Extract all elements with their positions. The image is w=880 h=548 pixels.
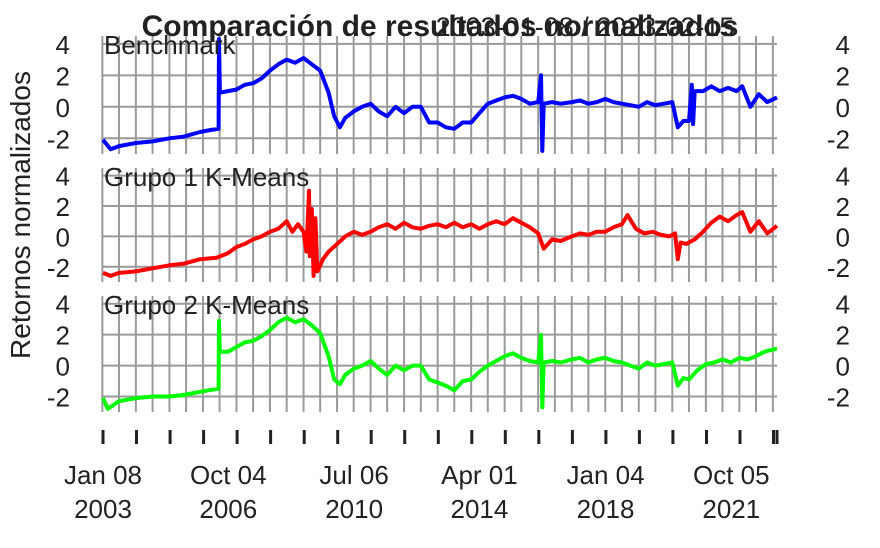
x-tick-label-month: Jan 04 <box>567 460 645 490</box>
y-tick-label-right: -2 <box>827 253 850 283</box>
y-tick-label-right: -2 <box>827 383 850 413</box>
y-tick-label-right: 0 <box>836 222 850 252</box>
y-tick-label-right: 0 <box>836 352 850 382</box>
panel-label-3: Grupo 2 K-Means <box>104 290 309 320</box>
x-tick-label-year: 2021 <box>702 494 760 524</box>
x-tick-label-month: Jul 06 <box>319 460 388 490</box>
y-axis-label: Retornos normalizados <box>5 71 36 359</box>
series-line-1 <box>101 37 778 153</box>
grid-layer <box>101 36 777 412</box>
y-tick-label-left: 0 <box>56 352 70 382</box>
y-tick-label-right: 4 <box>836 290 850 320</box>
y-tick-label-right: 2 <box>836 61 850 91</box>
series-line-3 <box>101 315 778 411</box>
panel-label-2: Grupo 1 K-Means <box>104 162 309 192</box>
x-tick-label-month: Jan 08 <box>64 460 142 490</box>
y-tick-label-left: 4 <box>56 290 70 320</box>
y-tick-label-left: 0 <box>56 93 70 123</box>
y-tick-label-left: 4 <box>56 162 70 192</box>
x-tick-label-month: Oct 05 <box>693 460 770 490</box>
x-tick-label-month: Apr 01 <box>441 460 518 490</box>
x-tick-label-month: Oct 04 <box>190 460 267 490</box>
x-tick-label-year: 2003 <box>74 494 132 524</box>
y-tick-label-left: 2 <box>56 61 70 91</box>
x-tick-label-year: 2010 <box>325 494 383 524</box>
y-tick-label-right: 2 <box>836 321 850 351</box>
x-tick-label-year: 2018 <box>577 494 635 524</box>
x-axis: Jan 08 2003 Oct 04 2006 Jul 06 2010 Apr 01 2014… <box>64 430 779 524</box>
y-tick-label-left: -2 <box>47 383 70 413</box>
y-tick-label-right: 0 <box>836 93 850 123</box>
y-tick-label-right: 4 <box>836 162 850 192</box>
y-tick-label-left: 2 <box>56 192 70 222</box>
chart-date-range-overlay: 2003-01-08 / 2023-02-15 <box>436 12 735 42</box>
series-line-2 <box>102 188 779 278</box>
y-tick-label-left: 4 <box>56 30 70 60</box>
x-tick-label-year: 2006 <box>199 494 257 524</box>
y-tick-label-left: 0 <box>56 222 70 252</box>
y-tick-label-right: -2 <box>827 124 850 154</box>
y-tick-label-left: -2 <box>47 253 70 283</box>
y-tick-label-right: 4 <box>836 30 850 60</box>
y-tick-label-right: 2 <box>836 192 850 222</box>
x-tick-label-year: 2014 <box>451 494 509 524</box>
series-layer <box>101 37 779 411</box>
y-tick-label-left: -2 <box>47 124 70 154</box>
panel-label-1: Benchmark <box>104 30 236 60</box>
y-tick-label-left: 2 <box>56 321 70 351</box>
chart-title: Comparación de resultados normalizados <box>142 10 739 43</box>
